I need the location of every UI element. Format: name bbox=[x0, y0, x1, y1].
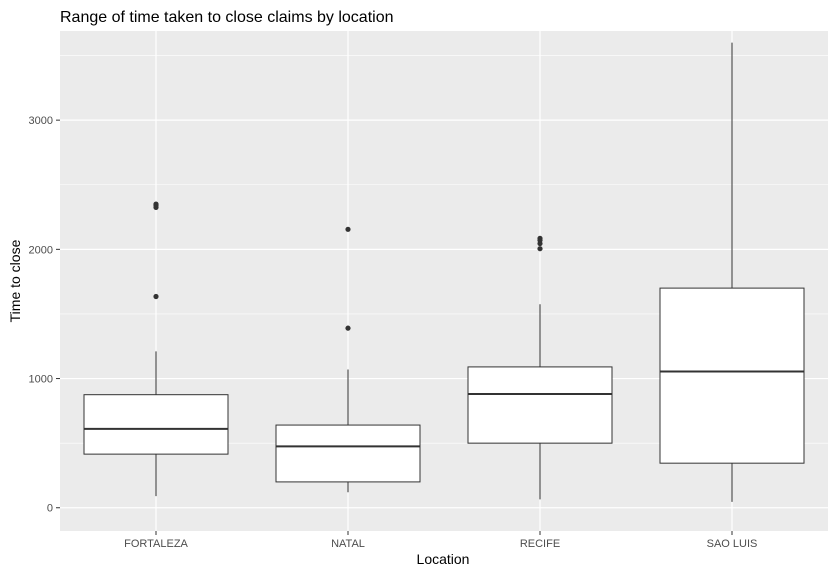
chart-title: Range of time taken to close claims by l… bbox=[60, 9, 394, 26]
box-natal bbox=[275, 226, 421, 493]
x-axis-title: Location bbox=[417, 551, 470, 567]
outlier-point bbox=[345, 325, 351, 331]
iqr-box bbox=[659, 287, 805, 464]
x-tick-label: NATAL bbox=[331, 538, 365, 550]
y-tick-label: 1000 bbox=[29, 374, 53, 386]
box-group bbox=[83, 42, 805, 502]
x-axis-ticks: FORTALEZA NATAL RECIFE SAO LUIS bbox=[124, 531, 757, 550]
iqr-box bbox=[275, 424, 421, 483]
box-sao-luis bbox=[659, 42, 805, 502]
outlier-point bbox=[153, 201, 159, 207]
box-fortaleza bbox=[83, 201, 229, 497]
x-tick-label: SAO LUIS bbox=[707, 538, 758, 550]
iqr-box bbox=[467, 366, 613, 444]
outlier-point bbox=[153, 293, 159, 300]
y-tick-label: 3000 bbox=[29, 115, 53, 127]
y-tick-label: 2000 bbox=[29, 244, 53, 256]
outlier-point bbox=[537, 235, 543, 241]
outlier-point bbox=[345, 226, 351, 232]
x-tick-label: RECIFE bbox=[520, 538, 560, 550]
y-axis-title: Time to close bbox=[7, 239, 23, 322]
y-tick-label: 0 bbox=[47, 503, 53, 515]
outlier-point bbox=[537, 246, 543, 252]
x-tick-label: FORTALEZA bbox=[124, 538, 188, 550]
y-axis-ticks: 0 1000 2000 3000 bbox=[29, 115, 60, 515]
box-recife bbox=[467, 235, 613, 500]
iqr-box bbox=[83, 394, 229, 455]
